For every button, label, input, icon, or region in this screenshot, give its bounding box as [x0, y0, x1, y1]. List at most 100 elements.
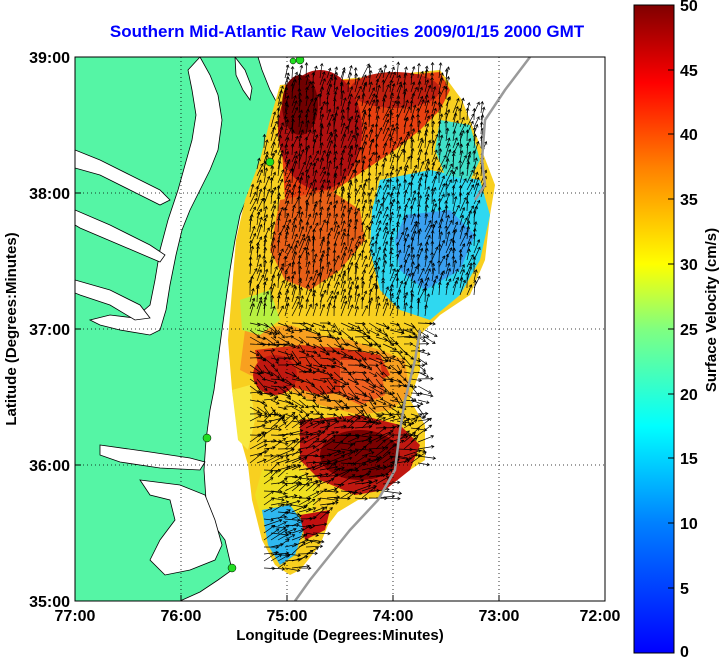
velocity-arrow [347, 415, 361, 429]
velocity-arrow [332, 304, 337, 317]
velocity-arrow [305, 429, 322, 436]
velocity-arrow [347, 478, 365, 485]
velocity-arrow [389, 137, 393, 149]
velocity-arrow [284, 378, 296, 388]
velocity-arrow [382, 247, 387, 261]
velocity-arrow [361, 486, 377, 499]
velocity-arrow [375, 295, 380, 310]
velocity-arrow [382, 213, 389, 226]
velocity-arrow [319, 431, 335, 443]
velocity-arrow [437, 129, 442, 142]
velocity-arrow [305, 507, 317, 513]
velocity-arrow [269, 224, 274, 240]
velocity-arrow [445, 97, 451, 114]
velocity-arrow [368, 236, 375, 247]
velocity-arrow [431, 86, 437, 100]
velocity-arrow [284, 456, 302, 464]
x-axis-label: Longitude (Degrees:Minutes) [236, 627, 444, 644]
velocity-arrow [417, 62, 421, 79]
velocity-arrow [340, 378, 350, 386]
albemarle-sound [99, 444, 206, 471]
velocity-arrow [304, 199, 309, 212]
velocity-arrow [284, 385, 293, 395]
velocity-arrow [431, 129, 435, 142]
velocity-arrow [438, 231, 444, 247]
velocity-arrow [298, 98, 303, 114]
colorbar-tick-label: 0 [680, 644, 689, 659]
velocity-arrow [319, 417, 338, 422]
velocity-arrow [445, 179, 452, 191]
velocity-arrow [368, 378, 376, 388]
velocity-arrow [382, 301, 389, 317]
velocity-arrow [263, 552, 278, 562]
velocity-arrow [375, 302, 381, 317]
velocity-arrow [354, 497, 368, 501]
velocity-arrow [444, 68, 449, 86]
velocity-arrow [431, 175, 438, 191]
velocity-arrow [417, 86, 423, 100]
velocity-arrow [382, 191, 390, 205]
velocity-arrow [277, 432, 294, 436]
velocity-arrow [340, 288, 347, 303]
x-tick-label: 72:00 [580, 608, 621, 625]
velocity-arrow [291, 129, 295, 142]
velocity-arrow [445, 238, 453, 254]
velocity-arrow [396, 74, 401, 86]
velocity-arrow [304, 146, 309, 163]
velocity-arrow [312, 186, 318, 198]
velocity-arrow [319, 350, 330, 356]
velocity-arrow [459, 196, 467, 212]
velocity-arrow [424, 304, 428, 317]
velocity-arrow [277, 406, 287, 411]
velocity-arrow [340, 175, 347, 191]
velocity-arrow [417, 242, 423, 254]
velocity-arrow [367, 299, 372, 317]
velocity-arrow [402, 90, 407, 107]
velocity-arrow [270, 470, 278, 478]
velocity-arrow [284, 95, 290, 107]
velocity-arrow [424, 65, 429, 79]
velocity-arrow [270, 461, 280, 471]
velocity-arrow [256, 296, 263, 310]
velocity-arrow [270, 244, 276, 261]
velocity-arrow [312, 269, 319, 282]
velocity-arrow [396, 417, 410, 429]
velocity-arrow [326, 295, 334, 310]
velocity-arrow [353, 225, 358, 240]
velocity-arrow [270, 364, 279, 372]
velocity-arrow [444, 182, 449, 198]
velocity-arrow [354, 438, 372, 443]
velocity-arrow [347, 237, 354, 254]
velocity-arrow [333, 336, 342, 348]
velocity-arrow [256, 223, 263, 240]
velocity-arrow [368, 458, 380, 464]
velocity-arrow [305, 434, 321, 443]
velocity-arrow [333, 413, 342, 420]
velocity-arrow [326, 364, 336, 369]
velocity-arrow [403, 449, 422, 457]
velocity-arrow [249, 267, 258, 282]
velocity-arrow [368, 129, 374, 142]
velocity-arrow [347, 348, 361, 353]
velocity-arrow [368, 252, 376, 268]
velocity-arrow [284, 150, 290, 163]
velocity-arrow [403, 281, 408, 296]
velocity-arrow [396, 447, 413, 452]
velocity-arrow [256, 364, 264, 374]
velocity-arrow [312, 506, 328, 520]
velocity-arrow [459, 171, 465, 184]
velocity-arrow [354, 85, 362, 100]
velocity-arrow [340, 168, 347, 184]
velocity-arrow [361, 436, 372, 443]
velocity-arrow [389, 123, 395, 135]
velocity-arrow [410, 451, 427, 464]
velocity-arrow [403, 453, 418, 464]
velocity-arrow [312, 150, 320, 163]
velocity-arrow [263, 518, 283, 527]
velocity-arrow [382, 322, 390, 330]
velocity-arrow [459, 154, 467, 170]
velocity-arrow [311, 84, 316, 100]
velocity-arrow [340, 474, 356, 485]
velocity-arrow [347, 146, 353, 163]
